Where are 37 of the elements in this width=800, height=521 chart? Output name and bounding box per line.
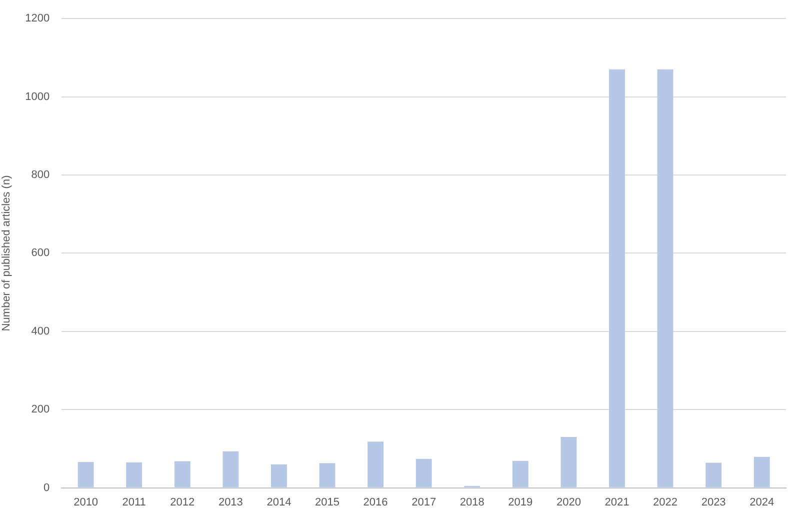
x-tick-label: 2019 bbox=[508, 496, 533, 508]
bar bbox=[416, 458, 432, 488]
x-tick-label: 2020 bbox=[556, 496, 581, 508]
bar bbox=[271, 464, 287, 488]
bar bbox=[222, 451, 239, 488]
bar bbox=[319, 463, 336, 488]
bar bbox=[560, 436, 577, 488]
bar bbox=[78, 462, 94, 488]
x-tick-label: 2023 bbox=[701, 496, 726, 508]
x-tick-label: 2010 bbox=[74, 496, 98, 508]
y-tick-label: 1200 bbox=[25, 12, 50, 25]
bar bbox=[512, 460, 528, 488]
bar bbox=[706, 462, 722, 488]
x-tick-label: 2021 bbox=[604, 496, 630, 508]
x-tick-label: 2017 bbox=[412, 496, 436, 508]
y-tick-label: 800 bbox=[31, 169, 50, 182]
bar bbox=[126, 462, 142, 488]
y-tick-label: 400 bbox=[31, 325, 50, 338]
x-tick-label: 2015 bbox=[315, 496, 340, 508]
y-tick-label: 0 bbox=[44, 482, 50, 494]
bar bbox=[174, 461, 190, 488]
y-tick-label: 600 bbox=[31, 247, 50, 260]
bar bbox=[368, 442, 384, 488]
x-tick-label: 2011 bbox=[122, 496, 146, 508]
x-tick-label: 2016 bbox=[363, 496, 388, 508]
bar bbox=[754, 456, 770, 488]
bar bbox=[657, 69, 674, 488]
x-tick-label: 2012 bbox=[170, 496, 195, 508]
x-tick-label: 2018 bbox=[460, 496, 484, 508]
bar bbox=[609, 69, 625, 488]
y-axis-title: Number of published articles (n) bbox=[0, 175, 13, 332]
x-tick-label: 2014 bbox=[266, 496, 292, 508]
x-tick-label: 2022 bbox=[653, 496, 678, 508]
x-tick-label: 2013 bbox=[218, 496, 243, 508]
x-tick-label: 2024 bbox=[750, 496, 774, 508]
y-tick-label: 1000 bbox=[25, 90, 50, 103]
y-tick-label: 200 bbox=[31, 404, 50, 416]
